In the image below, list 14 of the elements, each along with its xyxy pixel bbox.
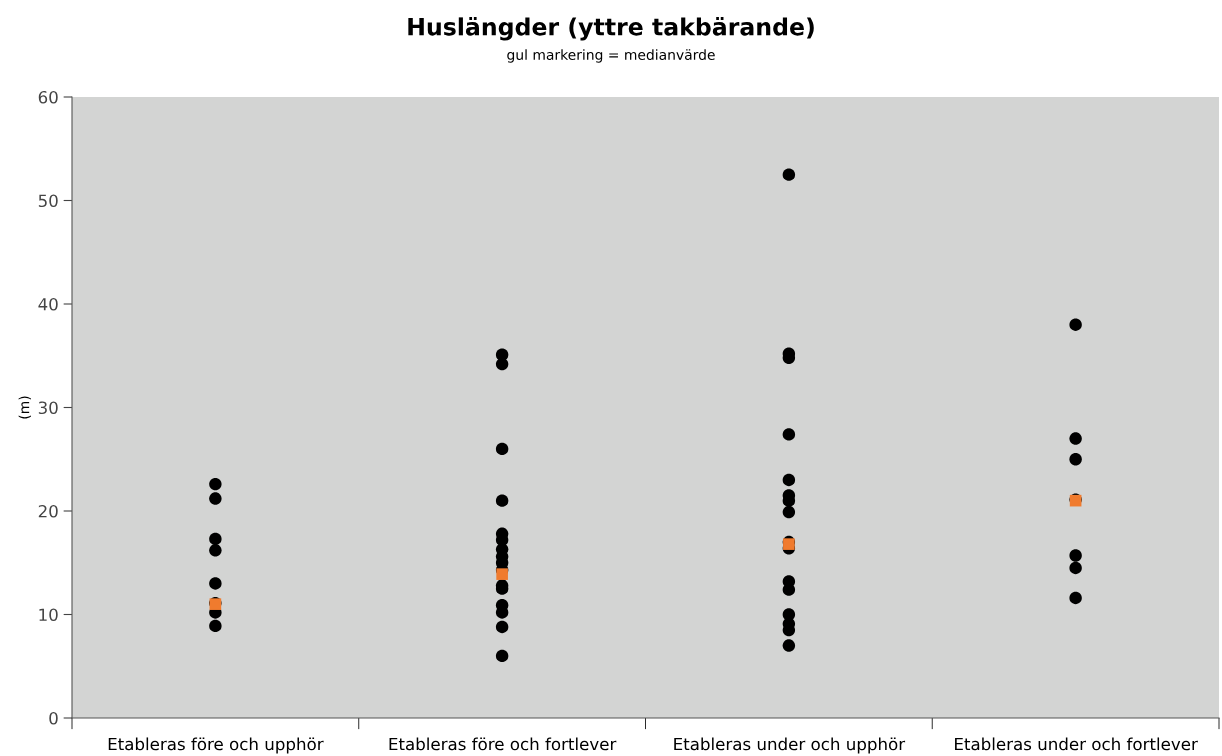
chart-title: Huslängder (yttre takbärande) [408,17,814,41]
y-tick-label: 20 [38,504,58,518]
y-tick-label: 40 [38,297,58,311]
x-tick-label: Etableras före och fortlever [389,737,617,751]
y-tick-label: 50 [38,194,58,208]
y-tick-label: 0 [49,711,58,725]
x-tick-label: Etableras under och fortlever [955,737,1198,751]
y-tick-label: 30 [38,401,58,415]
y-axis-title: (m) [18,396,31,419]
x-tick-label: Etableras under och upphör [674,737,906,754]
x-tick-label: Etableras före och upphör [108,737,324,754]
y-tick-label: 10 [39,608,58,622]
y-tick-label: 60 [38,90,58,104]
chart-subtitle: gul markering = medianvärde [507,49,715,63]
